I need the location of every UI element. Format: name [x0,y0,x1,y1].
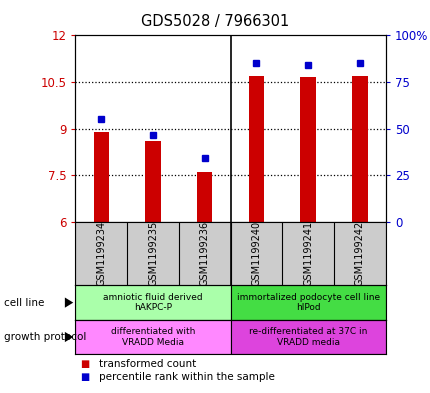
Text: ■: ■ [80,358,89,369]
Bar [230,320,385,354]
Text: GSM1199241: GSM1199241 [302,221,313,286]
Text: growth protocol: growth protocol [4,332,86,342]
Bar [248,76,264,222]
Bar [75,320,230,354]
Text: immortalized podocyte cell line
hIPod: immortalized podocyte cell line hIPod [236,293,379,312]
Text: cell line: cell line [4,298,45,308]
Text: differentiated with
VRADD Media: differentiated with VRADD Media [111,327,195,347]
Text: percentile rank within the sample: percentile rank within the sample [99,372,274,382]
Text: transformed count: transformed count [99,358,196,369]
Text: ■: ■ [80,372,89,382]
Text: amniotic fluid derived
hAKPC-P: amniotic fluid derived hAKPC-P [103,293,203,312]
Text: GSM1199240: GSM1199240 [251,221,261,286]
Bar [197,172,212,222]
Bar [351,76,367,222]
Bar [75,285,230,320]
Text: GSM1199236: GSM1199236 [199,221,209,286]
Text: GSM1199242: GSM1199242 [354,221,364,286]
Bar [230,285,385,320]
Bar [145,141,160,222]
Text: GSM1199235: GSM1199235 [147,221,158,286]
Bar [300,77,315,222]
Bar [93,132,109,222]
Text: re-differentiated at 37C in
VRADD media: re-differentiated at 37C in VRADD media [249,327,366,347]
Text: GDS5028 / 7966301: GDS5028 / 7966301 [141,14,289,29]
Text: GSM1199234: GSM1199234 [96,221,106,286]
